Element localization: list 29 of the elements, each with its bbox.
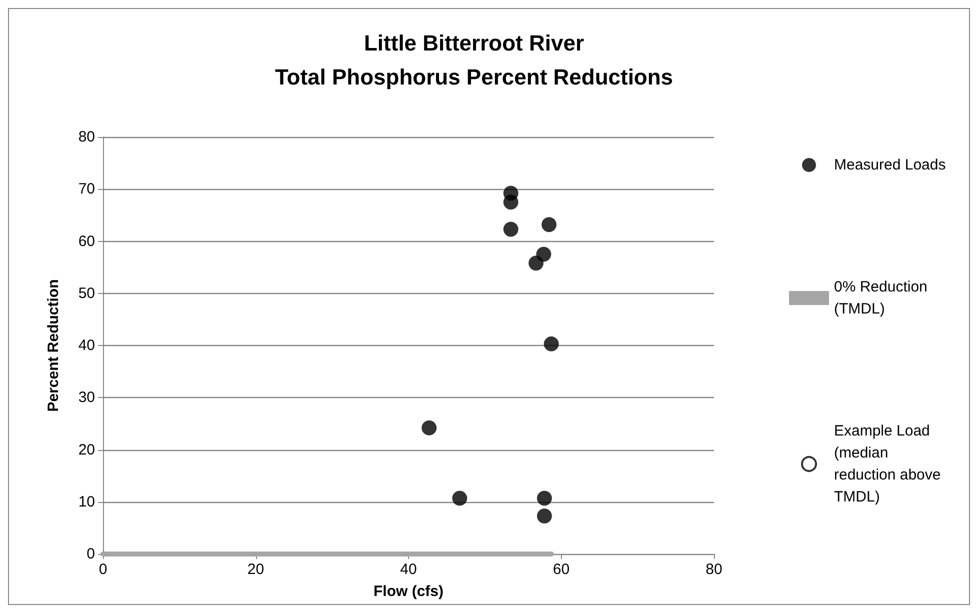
point	[536, 490, 552, 506]
point	[536, 508, 552, 524]
x-tick-label: 60	[552, 561, 570, 578]
y-tick-label: 80	[78, 128, 95, 146]
x-tick-label: 40	[400, 561, 417, 578]
point	[528, 256, 544, 271]
point	[544, 336, 559, 352]
chart-title: Little Bitterroot River Total Phosphorus Percent Reductions	[274, 30, 674, 90]
y-tick-label: 0	[86, 546, 95, 562]
x-axis-title: Flow (cfs)	[374, 583, 444, 600]
y-tick-label: 30	[78, 389, 95, 406]
point	[542, 217, 557, 232]
x-tick-label: 0	[98, 561, 108, 578]
legend-label: Measured Loads	[834, 156, 946, 174]
point	[503, 194, 518, 210]
y-tick-label: 60	[78, 232, 95, 250]
point	[503, 222, 518, 237]
y-tick-label: 10	[78, 493, 95, 510]
legend-label: Example Load (median reduction above TMDL)	[834, 422, 945, 506]
x-tick-label: 80	[706, 561, 722, 578]
point	[452, 490, 468, 506]
y-axis-title: Percent Reduction	[45, 279, 62, 412]
y-tick-label: 20	[78, 441, 95, 458]
y-tick-label: 40	[78, 337, 95, 354]
x-tick-label: 20	[247, 561, 264, 578]
legend-label: 0% Reduction (TMDL)	[834, 278, 932, 318]
y-tick-label: 50	[78, 284, 95, 302]
point	[422, 420, 437, 436]
y-tick-label: 70	[78, 180, 95, 198]
